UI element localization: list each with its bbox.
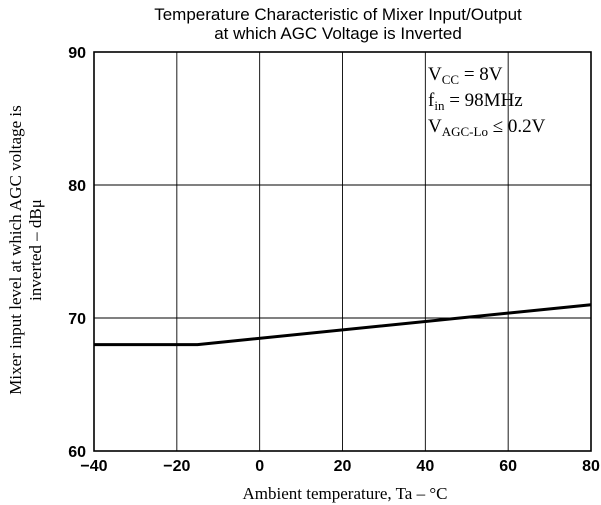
chart-title-line-1: Temperature Characteristic of Mixer Inpu… [154,5,522,24]
y-tick-label: 70 [68,311,86,328]
condition-line-1: fin = 98MHz [428,90,523,113]
x-tick-label: −20 [163,458,190,475]
tick-labels: −40 −20 0 20 40 60 80 60 70 80 90 [68,45,600,475]
y-axis-label-line-1: Mixer input level at which AGC voltage i… [6,105,25,394]
x-tick-label: −40 [80,458,107,475]
x-tick-label: 40 [416,458,434,475]
x-axis-label: Ambient temperature, Ta – °C [243,484,448,503]
y-tick-label: 60 [68,444,86,461]
y-tick-label: 90 [68,45,86,62]
conditions-annotation: VCC = 8V fin = 98MHz VAGC-Lo ≤ 0.2V [428,64,546,139]
chart-title-line-2: at which AGC Voltage is Inverted [214,24,462,43]
y-axis-label-line-2: inverted – dBμ [26,199,45,301]
plot-frame [93,51,592,452]
y-tick-label: 80 [68,178,86,195]
x-tick-label: 80 [582,458,600,475]
x-tick-label: 0 [255,458,264,475]
series-layer [94,303,592,347]
series-line-0 [94,303,592,347]
condition-line-2: VAGC-Lo ≤ 0.2V [428,116,546,139]
grid [94,52,591,451]
x-tick-label: 60 [499,458,517,475]
x-tick-label: 20 [334,458,352,475]
condition-line-0: VCC = 8V [428,64,503,87]
